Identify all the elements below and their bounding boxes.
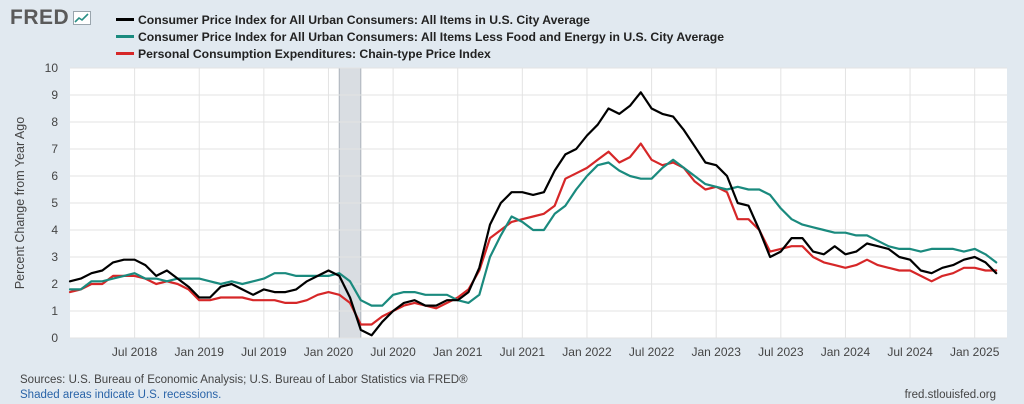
x-tick-label: Jul 2024 [887,345,933,359]
legend-label: Personal Consumption Expenditures: Chain… [138,46,491,61]
x-tick-label: Jul 2023 [758,345,804,359]
y-tick-label: 8 [51,115,58,129]
x-tick-label: Jan 2024 [821,345,871,359]
legend-item: Consumer Price Index for All Urban Consu… [116,28,724,45]
line-graph-icon [73,11,92,25]
x-tick-label: Jan 2025 [950,345,1000,359]
series-line-1 [68,91,998,337]
y-tick-label: 6 [51,169,58,183]
x-tick-label: Jul 2022 [629,345,675,359]
series-line-2 [68,158,998,307]
y-tick-label: 5 [51,196,58,210]
legend-swatch [116,18,134,21]
legend-label: Consumer Price Index for All Urban Consu… [138,12,590,27]
y-tick-label: 2 [51,277,58,291]
y-tick-label: 3 [51,250,58,264]
fred-logo[interactable]: FRED [10,6,92,30]
x-tick-label: Jan 2019 [175,345,225,359]
legend-item: Consumer Price Index for All Urban Consu… [116,11,724,28]
x-tick-label: Jul 2020 [370,345,416,359]
x-tick-label: Jan 2023 [692,345,742,359]
fred-logo-text: FRED [10,6,70,29]
y-tick-label: 4 [51,223,58,237]
legend-item: Personal Consumption Expenditures: Chain… [116,45,724,62]
y-tick-label: 10 [45,61,59,75]
legend-label: Consumer Price Index for All Urban Consu… [138,29,725,44]
y-tick-label: 1 [51,304,58,318]
x-tick-label: Jan 2022 [562,345,612,359]
x-tick-label: Jan 2020 [304,345,354,359]
legend-swatch [116,35,134,38]
y-axis-label: Percent Change from Year Ago [13,117,27,289]
series-line-3 [68,142,998,326]
x-tick-label: Jul 2021 [500,345,546,359]
y-tick-label: 0 [51,331,58,345]
legend: Consumer Price Index for All Urban Consu… [116,11,724,62]
recession-note-link[interactable]: Shaded areas indicate U.S. recessions. [20,389,222,401]
y-tick-label: 9 [51,88,58,102]
legend-swatch [116,52,134,55]
fred-url-text: fred.stlouisfed.org [904,389,996,401]
y-tick-label: 7 [51,142,58,156]
x-tick-label: Jan 2021 [433,345,483,359]
x-tick-label: Jul 2019 [241,345,287,359]
sources-text: Sources: U.S. Bureau of Economic Analysi… [20,374,468,386]
x-tick-label: Jul 2018 [112,345,158,359]
